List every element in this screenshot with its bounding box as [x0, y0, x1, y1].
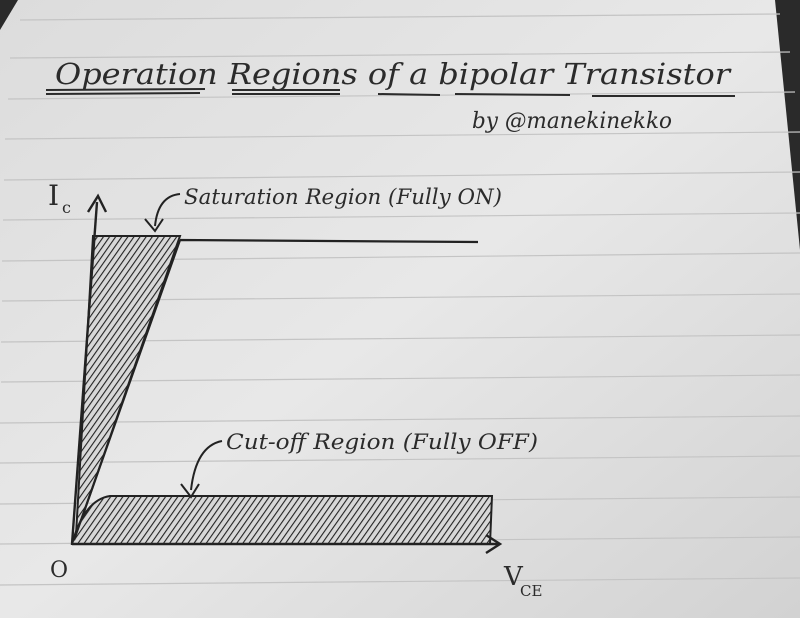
origin-label: O	[50, 558, 68, 583]
y-axis	[70, 193, 108, 545]
y-axis-label: I	[48, 179, 59, 212]
x-axis-subscript: CE	[520, 582, 542, 600]
cutoff-label: Cut-off Region (Fully OFF)	[226, 430, 538, 454]
title-underline	[45, 88, 735, 97]
x-axis-label: V	[503, 562, 524, 592]
title: Operation Regions of a bipolar Transisto…	[55, 57, 732, 91]
saturation-label: Saturation Region (Fully ON)	[184, 185, 502, 209]
cutoff-region	[70, 495, 494, 545]
cutoff-pointer-arrow	[180, 440, 223, 499]
saturation-pointer-arrow	[144, 193, 181, 233]
x-axis	[72, 533, 503, 555]
characteristic-curve	[72, 238, 479, 541]
author: by @manekinekko	[472, 109, 672, 134]
y-axis-subscript: c	[62, 198, 71, 217]
